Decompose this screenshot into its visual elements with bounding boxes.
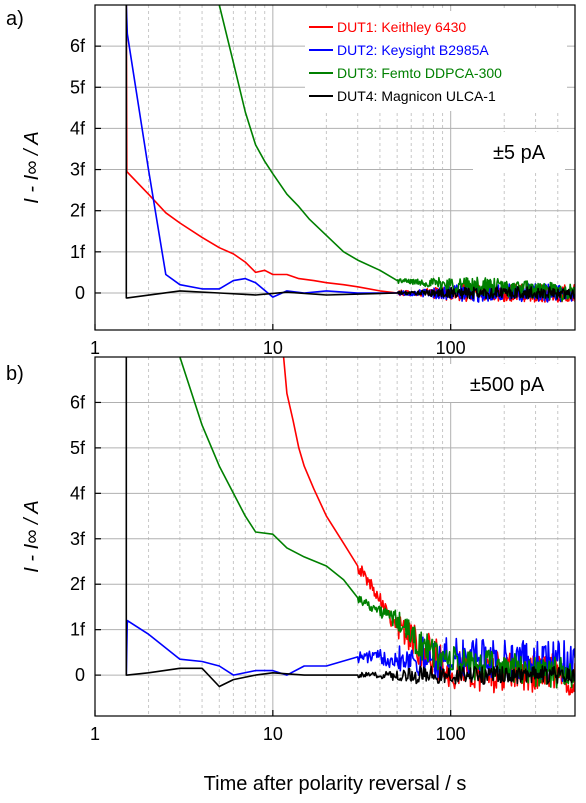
y-tick-label: 2f <box>70 574 86 594</box>
y-tick-label: 3f <box>70 529 86 549</box>
x-tick-label: 1 <box>90 338 100 358</box>
panel-label: b) <box>6 363 24 385</box>
legend-entry: DUT2: Keysight B2985A <box>337 42 489 58</box>
y-tick-label: 2f <box>70 201 86 221</box>
y-tick-label: 4f <box>70 483 86 503</box>
series-line-dut3 <box>218 5 575 302</box>
x-tick-label: 100 <box>436 338 466 358</box>
y-tick-label: 0 <box>75 283 85 303</box>
y-tick-label: 6f <box>70 36 86 56</box>
x-tick-label: 10 <box>263 724 283 744</box>
y-axis-title: I - I∞ / A <box>21 500 43 572</box>
legend-entry: DUT1: Keithley 6430 <box>337 19 466 35</box>
y-tick-label: 5f <box>70 77 86 97</box>
legend-entry: DUT4: Magnicon ULCA-1 <box>337 88 496 104</box>
x-tick-label: 100 <box>436 724 466 744</box>
y-tick-label: 3f <box>70 160 86 180</box>
series-group <box>125 5 575 303</box>
plot-frame <box>94 356 576 717</box>
legend: DUT1: Keithley 6430 DUT2: Keysight B2985A… <box>305 11 567 111</box>
annotation-current-range: ±5 pA <box>493 142 546 164</box>
series-line-dut4 <box>125 5 575 300</box>
plot-frame <box>94 4 576 331</box>
panel-b: 1 10 100 0 1f 2f 3f 4f 5f 6f I - I∞ / A b) ±500 pA <box>6 356 576 744</box>
y-tick-label: 5f <box>70 438 86 458</box>
y-tick-label: 6f <box>70 392 86 412</box>
y-tick-label: 1f <box>70 242 86 262</box>
x-axis-title: Time after polarity reversal / s <box>204 773 467 795</box>
y-axis-title: I - I∞ / A <box>21 131 43 203</box>
series-line-dut4 <box>125 357 575 688</box>
legend-entry: DUT3: Femto DDPCA-300 <box>337 65 502 81</box>
annotation-current-range: ±500 pA <box>470 374 545 396</box>
y-tick-label: 0 <box>75 665 85 685</box>
x-tick-label: 10 <box>263 338 283 358</box>
series-line-dut3 <box>179 357 575 689</box>
panel-a: 1 10 100 0 1f 2f 3f 4f 5f 6f I - I∞ / A a) ±5 pA DUT1… <box>6 4 576 358</box>
annotation-background <box>473 132 565 170</box>
y-tick-label: 4f <box>70 118 86 138</box>
x-tick-label: 1 <box>90 724 100 744</box>
legend-background <box>305 11 567 111</box>
series-group <box>125 357 575 696</box>
annotation-background <box>449 364 565 402</box>
panel-label: a) <box>6 8 24 30</box>
y-tick-label: 1f <box>70 620 86 640</box>
